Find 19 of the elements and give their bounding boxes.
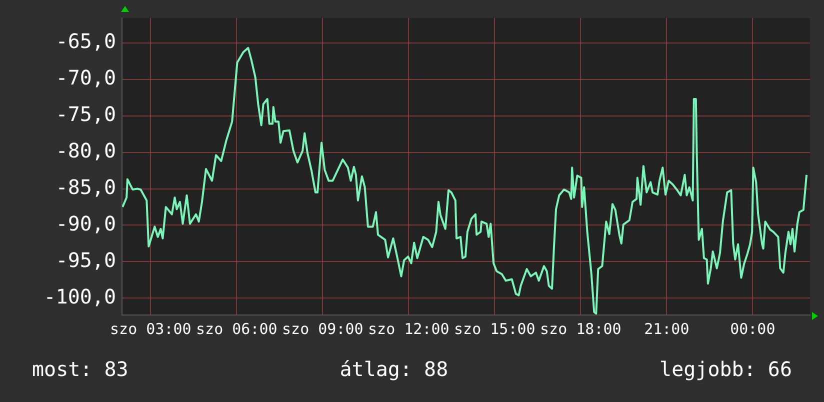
y-tick-label: -95,0 (56, 248, 116, 272)
x-tick-label: szo 18:00 (540, 320, 622, 338)
y-tick-label: -65,0 (56, 29, 116, 54)
x-tick-label: szo 15:00 (454, 320, 536, 338)
text: most: 83 (32, 357, 128, 381)
x-tick-label: 00:00 (730, 320, 776, 338)
text: átlag: 88 (340, 357, 448, 381)
x-tick-label: szo 12:00 (368, 320, 450, 338)
text: legjobb: 66 (660, 357, 792, 381)
y-tick-label: -100,0 (44, 284, 116, 308)
y-tick-label: -80,0 (56, 138, 116, 162)
x-tick-label: szo 03:00 (110, 320, 192, 338)
y-tick-label: -85,0 (56, 174, 116, 199)
x-tick-label: szo 06:00 (196, 320, 278, 338)
x-tick-label: 21:00 (644, 320, 690, 338)
x-tick-label: szo 09:00 (282, 320, 364, 338)
y-tick-label: -75,0 (56, 102, 116, 126)
y-tick-label: -90,0 (56, 211, 116, 236)
y-tick-label: -70,0 (56, 66, 116, 90)
